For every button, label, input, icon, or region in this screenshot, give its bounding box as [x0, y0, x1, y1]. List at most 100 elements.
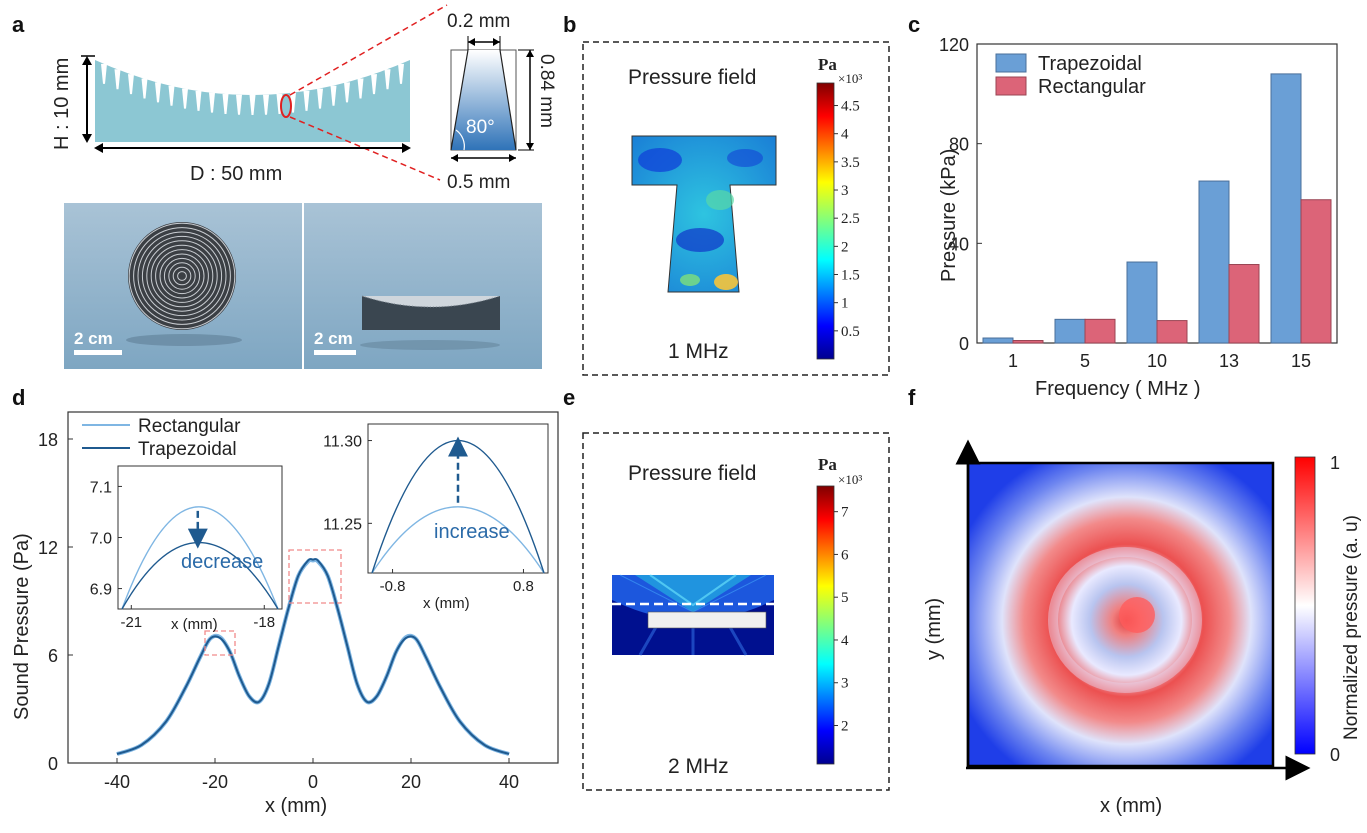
zoom-box-center [288, 549, 342, 604]
x-tick-label: -20 [202, 772, 228, 792]
groove [303, 90, 310, 111]
photo2-scale-label: 2 cm [314, 329, 353, 348]
panel-d: 0 6 12 18 -40 -20 0 20 40 x (mm) Sound Pressure … [11, 411, 559, 817]
colorbar-f-min: 0 [1330, 745, 1340, 765]
groove [168, 85, 175, 106]
diameter-label: D : 50 mm [190, 163, 282, 185]
chart-c-ylabel: Pressure (kPa) [938, 149, 960, 282]
colorbar-tick-label: 5 [841, 590, 849, 606]
colorbar-tick-label: 3 [841, 183, 849, 199]
panel-label-f: f [908, 385, 916, 410]
bar-rectangular [1228, 264, 1260, 344]
bar-trapezoidal [1126, 261, 1158, 344]
groove [371, 74, 377, 95]
panel-b-freq: 1 MHz [668, 340, 729, 363]
photo-side: 2 cm [304, 203, 542, 369]
panel-b-title: Pressure field [628, 66, 756, 89]
colorbar-tick-label: 2.5 [841, 211, 860, 227]
top-width-label: 0.2 mm [447, 11, 510, 32]
zoom-line-top [289, 4, 448, 96]
groove [330, 85, 337, 106]
panel-label-b: b [563, 12, 576, 37]
height-label: H : 10 mm [51, 58, 73, 150]
bar-rectangular [1300, 199, 1332, 344]
ring [137, 231, 227, 321]
inset-y-tick-label: 7.0 [90, 531, 112, 548]
panel-b-frame [582, 41, 890, 376]
colorbar-e-unit: Pa [818, 455, 837, 474]
angle-label: 80° [466, 117, 495, 138]
bar-rectangular [1012, 340, 1044, 344]
inset-frame [117, 465, 283, 610]
chart-c-xlabel: Frequency ( MHz ) [1035, 378, 1201, 400]
colorbar-e [816, 485, 835, 765]
groove [357, 78, 364, 99]
legend-rectangular-swatch [995, 76, 1027, 96]
legend-rectangular-label: Rectangular [1038, 76, 1146, 98]
x-tick-label: 20 [401, 772, 421, 792]
y-tick-label: 0 [959, 334, 969, 354]
depth-label: 0.84 mm [536, 54, 557, 128]
x-tick-label: -40 [104, 772, 130, 792]
highlight-ellipse [280, 94, 292, 118]
y-tick-label: 80 [949, 135, 969, 155]
inset-left-xlabel: x (mm) [171, 616, 218, 633]
groove [128, 74, 134, 95]
colorbar-tick-label: 7 [841, 505, 849, 521]
ring [168, 262, 196, 290]
colorbar-f [1294, 456, 1316, 755]
groove [344, 82, 350, 103]
ring [163, 257, 201, 295]
panel-b: Pressure field 1 MHz Pa ×10³ 4.5 4 3.5 3 2.5… [582, 41, 890, 376]
panel-label-a: a [12, 12, 25, 37]
groove [141, 78, 148, 99]
x-tick-label: 15 [1291, 351, 1311, 371]
inset-x-tick-label: -0.8 [380, 578, 406, 595]
panel-e: Pressure field 2 MHz Pa ×10³ 7 6 5 4 3 2 [582, 432, 890, 791]
groove [209, 92, 215, 113]
inset-curve-rectangular [371, 506, 545, 574]
panel-e-freq: 2 MHz [668, 755, 729, 778]
y-tick-label: 6 [48, 646, 58, 666]
colorbar-tick-label: 6 [841, 547, 849, 563]
lens-schematic: H : 10 mm D : 50 mm [51, 4, 448, 185]
lens-in-field [647, 611, 767, 629]
ring [150, 244, 214, 308]
colorbar-b-unit: Pa [818, 55, 837, 74]
groove [155, 82, 161, 103]
colorbar-e-multiplier: ×10³ [838, 472, 862, 487]
colorbar-tick-label: 4 [841, 633, 849, 649]
legend-trapezoidal-swatch [995, 53, 1027, 73]
inset-y-tick-label: 7.1 [90, 479, 112, 496]
x-tick-label: 1 [1008, 351, 1018, 371]
x-tick-label: 0 [308, 772, 318, 792]
groove [317, 88, 323, 109]
ring [146, 240, 218, 312]
groove-trapezoid [451, 50, 516, 150]
x-tick-label: 5 [1080, 351, 1090, 371]
groove [384, 69, 391, 90]
line-chart: 0 6 12 18 -40 -20 0 20 40 [38, 411, 559, 792]
ring [159, 253, 205, 299]
inset-left: 7.1 7.0 6.9 -21 -18 [90, 465, 283, 631]
colorbar-f-label: Normalized pressure (a. u) [1341, 515, 1362, 740]
photo1-scale-label: 2 cm [74, 329, 113, 348]
bar-trapezoidal [982, 337, 1014, 344]
ring [133, 227, 231, 325]
colorbar-tick-label: 0.5 [841, 324, 860, 340]
panel-e-title: Pressure field [628, 462, 756, 485]
ring [177, 271, 187, 281]
ring [128, 222, 236, 330]
colorbar-tick-label: 2 [841, 239, 849, 255]
inset-curve-rectangular [121, 506, 279, 610]
inset-left-annotation: decrease [181, 551, 263, 573]
lens-rings [128, 222, 236, 330]
x-tick-label: 13 [1219, 351, 1239, 371]
legend-trapezoidal-text: Trapezoidal [138, 439, 237, 460]
chart-d-xlabel: x (mm) [265, 795, 327, 817]
x-tick-label: 40 [499, 772, 519, 792]
groove [101, 63, 107, 84]
